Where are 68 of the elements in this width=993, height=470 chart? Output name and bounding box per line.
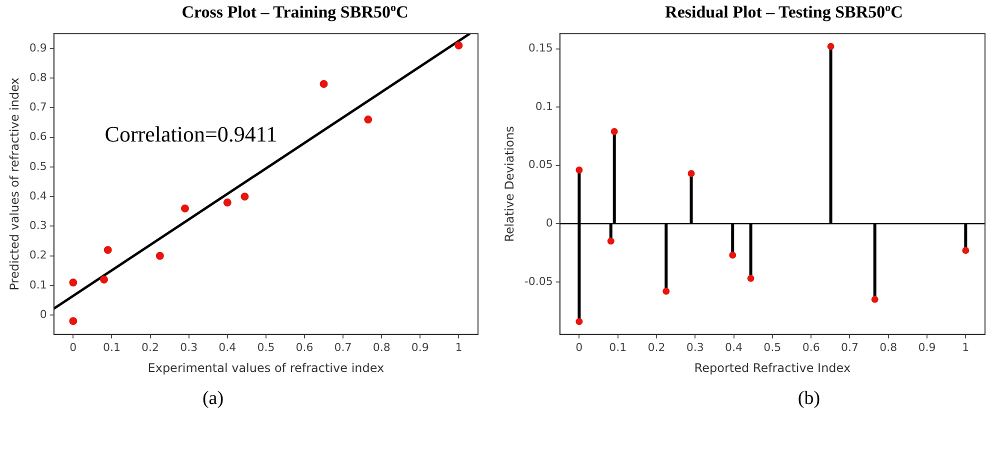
point bbox=[827, 42, 834, 50]
point bbox=[576, 318, 583, 326]
y-tick-label: 0.7 bbox=[29, 100, 47, 114]
x-tick-label: 0.9 bbox=[411, 340, 429, 354]
point bbox=[156, 252, 164, 260]
x-tick-label: 0 bbox=[576, 340, 583, 354]
x-tick-label: 0 bbox=[70, 340, 77, 354]
point bbox=[240, 192, 249, 201]
point bbox=[69, 278, 78, 287]
point bbox=[610, 128, 618, 136]
x-tick-label: 1 bbox=[962, 340, 970, 354]
y-tick-label: 0.2 bbox=[29, 248, 47, 262]
y-axis-title: Relative Deviations bbox=[502, 126, 516, 242]
x-tick-label: 0.9 bbox=[918, 340, 936, 354]
y-tick-label: 0.8 bbox=[29, 70, 47, 84]
x-tick-label: 0.4 bbox=[725, 340, 743, 354]
x-tick-label: 0.5 bbox=[764, 340, 782, 354]
y-tick-label: 0.6 bbox=[29, 130, 47, 144]
point bbox=[320, 80, 328, 88]
y-tick-label: 0 bbox=[546, 216, 553, 230]
point bbox=[962, 246, 970, 254]
point bbox=[662, 288, 670, 295]
y-tick-label: 0.1 bbox=[535, 100, 553, 113]
x-tick-label: 0.7 bbox=[840, 340, 858, 354]
text: (b) bbox=[796, 388, 822, 410]
point bbox=[576, 166, 583, 174]
y-tick-label: 0.1 bbox=[29, 278, 47, 292]
y-tick-label: 0.9 bbox=[29, 41, 47, 54]
point bbox=[364, 116, 372, 124]
point bbox=[223, 198, 232, 207]
x-axis-title: Experimental values of refractive index bbox=[148, 360, 384, 375]
point bbox=[69, 317, 78, 326]
chart-title: Residual Plot – Testing SBR50$^{o}$C bbox=[664, 2, 904, 23]
point bbox=[100, 276, 108, 284]
x-tick-label: 0.2 bbox=[142, 340, 160, 354]
point bbox=[688, 170, 695, 178]
y-tick-label: 0.4 bbox=[29, 189, 47, 202]
x-tick-label: 0.7 bbox=[334, 340, 352, 354]
x-tick-label: 0.6 bbox=[802, 340, 820, 354]
point bbox=[747, 274, 754, 282]
point bbox=[104, 246, 112, 254]
point bbox=[871, 296, 878, 303]
point bbox=[607, 238, 614, 245]
x-tick-label: 0.3 bbox=[180, 340, 198, 354]
text: (a) bbox=[201, 388, 225, 410]
x-tick-label: 0.1 bbox=[609, 340, 627, 354]
x-tick-label: 0.8 bbox=[372, 340, 390, 354]
y-tick-label: 0 bbox=[40, 308, 47, 321]
x-tick-label: 0.5 bbox=[257, 340, 275, 354]
x-tick-label: 0.4 bbox=[218, 340, 236, 354]
y-tick-label: 0.15 bbox=[528, 42, 553, 55]
y-tick-label: 0.3 bbox=[29, 219, 47, 232]
annotation: Correlation=0.9411 bbox=[104, 122, 278, 147]
x-axis-title: Reported Refractive Index bbox=[694, 360, 851, 375]
x-tick-label: 0.6 bbox=[296, 340, 314, 354]
y-tick-label: -0.05 bbox=[524, 274, 553, 288]
x-tick-label: 0.3 bbox=[686, 340, 704, 354]
point bbox=[454, 41, 463, 50]
x-tick-label: 0.1 bbox=[102, 340, 120, 354]
point bbox=[180, 204, 189, 212]
x-tick-label: 0.8 bbox=[880, 340, 898, 354]
y-tick-label: 0.5 bbox=[29, 160, 47, 173]
x-tick-label: 0.2 bbox=[648, 340, 666, 354]
y-tick-label: 0.05 bbox=[528, 158, 553, 172]
chart-title: Cross Plot – Training SBR50$^{o}$C bbox=[180, 2, 410, 23]
x-tick-label: 1 bbox=[455, 340, 462, 354]
y-axis-title: Predicted values of refractive index bbox=[7, 78, 22, 290]
point bbox=[729, 252, 736, 259]
